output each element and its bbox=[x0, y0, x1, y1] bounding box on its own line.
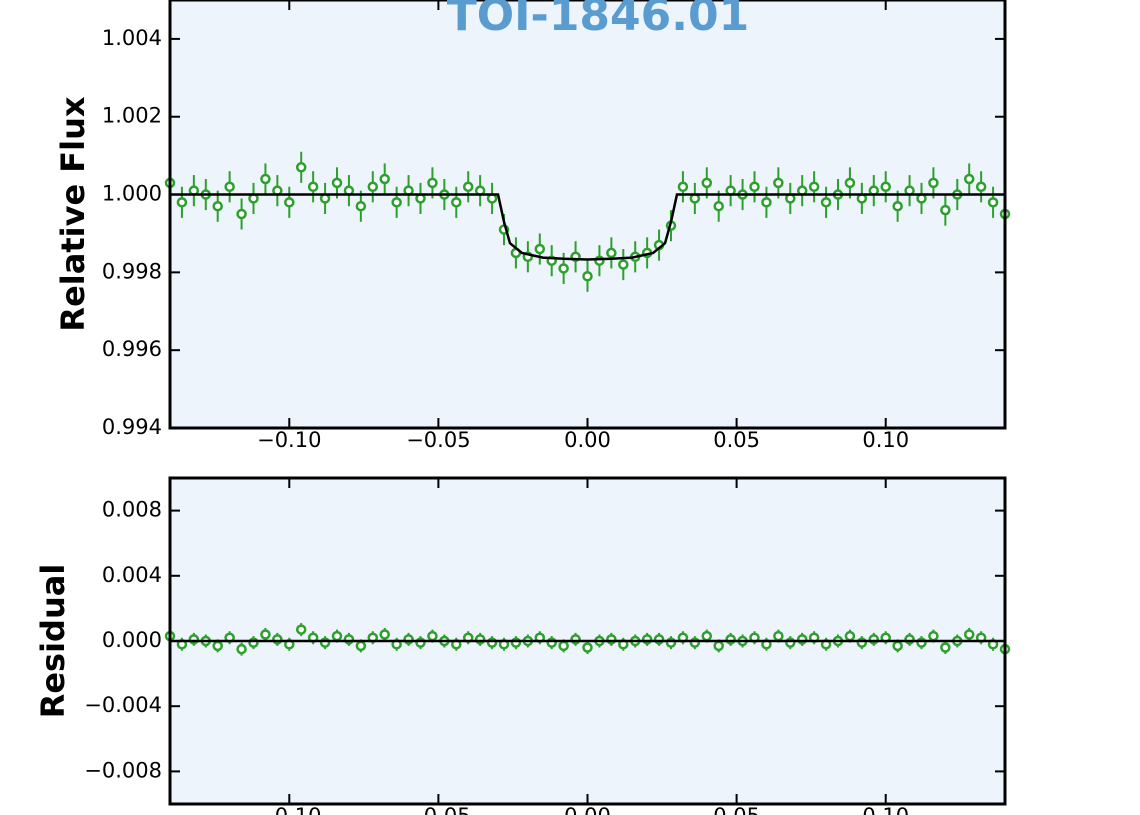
binned-point bbox=[773, 177, 784, 189]
binned-point bbox=[892, 200, 903, 212]
y-tick-label: 0.994 bbox=[102, 415, 162, 439]
binned-point bbox=[582, 271, 593, 282]
y-tick-label: 1.000 bbox=[102, 182, 162, 206]
binned-point bbox=[880, 181, 891, 193]
binned-point bbox=[820, 197, 832, 208]
plot-background bbox=[170, 0, 1005, 428]
binned-point bbox=[331, 177, 343, 189]
y-tick-label: 1.004 bbox=[102, 26, 162, 50]
y-tick-label: 1.002 bbox=[102, 104, 162, 128]
y-axis-label: Residual bbox=[34, 564, 72, 719]
x-tick-label: 0.00 bbox=[564, 804, 611, 815]
binned-point bbox=[367, 181, 379, 193]
binned-point bbox=[212, 640, 223, 652]
binned-point bbox=[295, 624, 307, 635]
x-tick-label: 0.00 bbox=[564, 428, 611, 452]
binned-point bbox=[987, 197, 999, 208]
binned-point bbox=[331, 630, 343, 642]
binned-point bbox=[773, 630, 784, 642]
binned-point bbox=[963, 173, 975, 185]
binned-point bbox=[713, 640, 724, 652]
binned-point bbox=[844, 177, 856, 189]
y-tick-label: 0.998 bbox=[102, 259, 162, 283]
binned-point bbox=[701, 630, 713, 642]
y-tick-label: 0.996 bbox=[102, 337, 162, 361]
binned-point bbox=[295, 162, 307, 173]
binned-point bbox=[427, 630, 438, 642]
binned-point bbox=[713, 200, 724, 212]
binned-point bbox=[761, 197, 772, 208]
binned-point bbox=[975, 181, 987, 193]
y-tick-label: 0.004 bbox=[102, 563, 162, 587]
binned-point bbox=[940, 204, 951, 216]
y-tick-label: −0.008 bbox=[84, 758, 162, 782]
binned-point bbox=[379, 629, 390, 640]
model-line bbox=[170, 193, 1005, 261]
x-tick-label: −0.10 bbox=[257, 804, 321, 815]
y-tick-label: 0.000 bbox=[102, 628, 162, 652]
binned-point bbox=[677, 181, 689, 193]
binned-point bbox=[284, 197, 295, 208]
binned-point bbox=[236, 208, 247, 220]
x-tick-label: −0.10 bbox=[257, 428, 321, 452]
binned-point bbox=[558, 263, 569, 274]
binned-point bbox=[224, 181, 235, 193]
binned-point bbox=[427, 177, 438, 189]
x-tick-label: 0.05 bbox=[713, 428, 760, 452]
binned-point bbox=[582, 642, 593, 653]
y-tick-label: −0.004 bbox=[84, 693, 162, 717]
binned-point bbox=[701, 177, 713, 189]
x-tick-label: 0.10 bbox=[862, 804, 909, 815]
binned-point bbox=[534, 243, 546, 255]
binned-point bbox=[379, 173, 390, 185]
binned-point bbox=[606, 247, 617, 259]
binned-point bbox=[307, 181, 319, 193]
binned-point bbox=[928, 177, 939, 189]
binned-point bbox=[236, 643, 247, 655]
binned-point bbox=[212, 200, 223, 212]
x-tick-label: −0.05 bbox=[406, 428, 470, 452]
binned-point bbox=[808, 181, 820, 193]
binned-point bbox=[260, 629, 271, 640]
binned-point bbox=[355, 200, 367, 212]
binned-point bbox=[618, 259, 629, 270]
binned-point bbox=[260, 173, 271, 185]
binned-point bbox=[940, 642, 951, 653]
binned-point bbox=[844, 630, 856, 642]
binned-point bbox=[462, 181, 474, 193]
x-tick-label: −0.05 bbox=[406, 804, 470, 815]
binned-point bbox=[892, 640, 903, 652]
binned-point bbox=[451, 197, 462, 208]
binned-point bbox=[963, 629, 975, 640]
binned-point bbox=[749, 181, 760, 193]
y-tick-label: 0.008 bbox=[102, 498, 162, 522]
y-axis-label: Relative Flux bbox=[54, 96, 92, 331]
binned-point bbox=[391, 197, 402, 208]
binned-point bbox=[928, 630, 939, 642]
binned-point bbox=[176, 197, 188, 208]
binned-point bbox=[558, 640, 569, 652]
x-tick-label: 0.05 bbox=[713, 804, 760, 815]
x-tick-label: 0.10 bbox=[862, 428, 909, 452]
chart-title: TOI-1846.01 bbox=[447, 0, 749, 41]
binned-point bbox=[355, 640, 367, 652]
